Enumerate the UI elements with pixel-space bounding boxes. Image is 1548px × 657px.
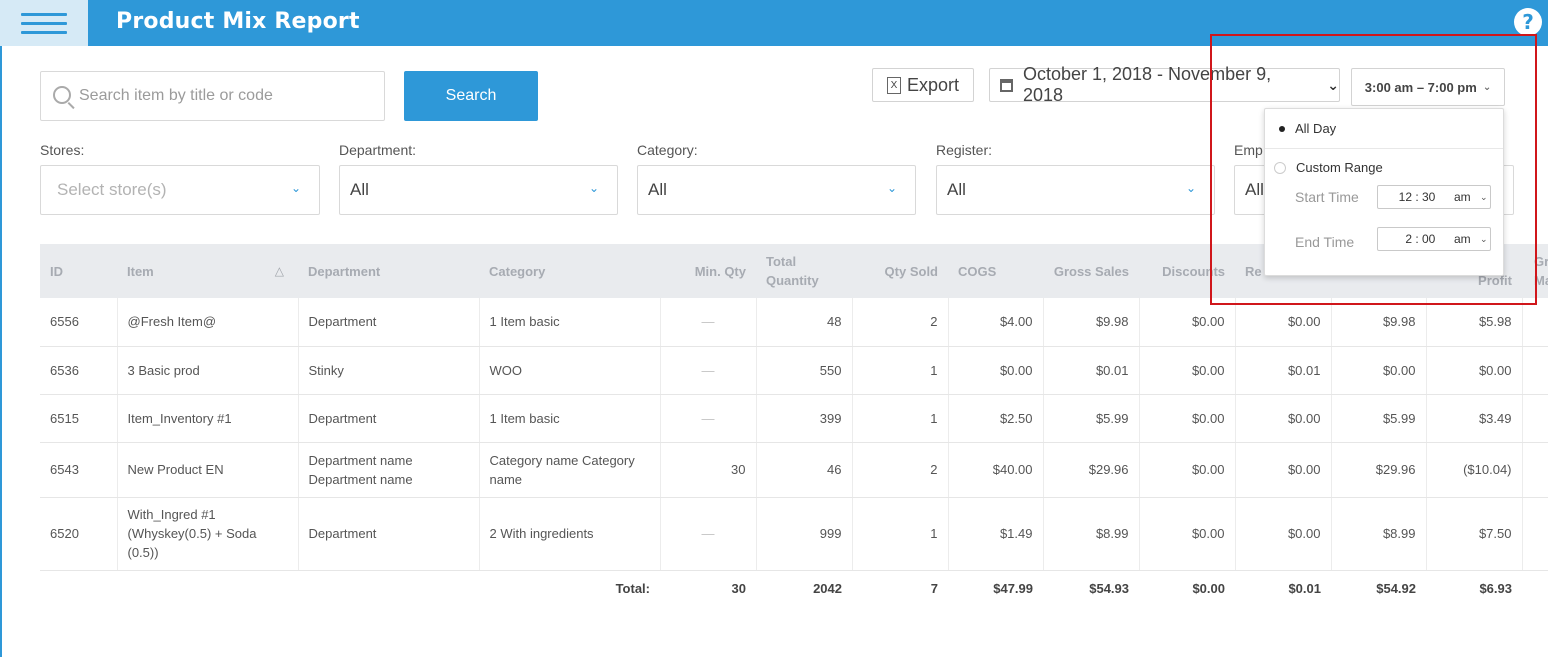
col-min-qty[interactable]: Min. Qty [660,244,756,298]
page-title: Product Mix Report [116,9,360,34]
date-range-picker[interactable]: October 1, 2018 - November 9, 2018 ⌄ [989,64,1340,105]
left-edge-accent [0,46,2,657]
question-circle-icon[interactable]: ? [1514,8,1542,36]
radio-unselected-icon [1274,161,1286,174]
chevron-down-icon: ⌄ [1185,181,1196,195]
table-total-row: Total: 30 2042 7 $47.99 $54.93 $0.00 $0.… [40,570,1548,606]
col-department[interactable]: Department [298,244,479,298]
col-cogs[interactable]: COGS [948,244,1043,298]
chevron-down-icon: ⌄ [1480,233,1488,244]
category-select[interactable]: All ⌄ [637,165,916,215]
table-row[interactable]: 6536 3 Basic prod Stinky WOO — 550 1 $0.… [40,346,1548,395]
department-label: Department: [339,142,417,158]
product-mix-table: ID Item △ Department Category Min. Qty To… [40,244,1548,606]
end-time-label: End Time [1295,234,1355,250]
time-range-dropdown: All Day Custom Range Start Time 12 : 30 … [1264,108,1504,276]
radio-selected-icon [1279,125,1285,132]
table-row[interactable]: 6543 New Product EN Department name Depa… [40,442,1548,498]
stores-select[interactable]: Select store(s) ⌄ [40,165,320,215]
register-value: All [947,180,966,199]
department-value: All [350,180,369,199]
calendar-icon [1000,78,1013,92]
custom-range-option[interactable]: Custom Range [1274,160,1383,175]
sort-triangle-icon[interactable]: △ [274,263,284,278]
department-select[interactable]: All ⌄ [339,165,618,215]
end-time-input[interactable]: 2 : 00 am ⌄ [1377,227,1491,251]
chevron-down-icon: ⌄ [1482,81,1492,93]
employee-label: Emp [1234,142,1263,158]
col-id[interactable]: ID [40,244,117,298]
table-header-row: ID Item △ Department Category Min. Qty To… [40,244,1548,298]
employee-value: All [1245,180,1264,199]
register-label: Register: [936,142,993,158]
col-qty-sold[interactable]: Qty Sold [852,244,948,298]
col-total-quantity[interactable]: Total Quantity [756,244,852,298]
category-label: Category: [637,142,698,158]
chevron-down-icon: ⌄ [1480,191,1488,202]
table-row[interactable]: 6520 With_Ingred #1 (Whyskey(0.5) + Soda… [40,497,1548,571]
col-gross-sales[interactable]: Gross Sales [1043,244,1139,298]
start-time-input[interactable]: 12 : 30 am ⌄ [1377,185,1491,209]
table-row[interactable]: 6556 @Fresh Item@ Department 1 Item basi… [40,298,1548,347]
hamburger-icon [21,12,67,16]
stores-label: Stores: [40,142,85,158]
time-range-label: 3:00 am – 7:00 pm [1364,79,1477,95]
export-button[interactable]: X Export [872,68,974,102]
chevron-down-icon: ⌄ [886,181,897,195]
col-item[interactable]: Item △ [117,244,298,298]
export-label: Export [906,74,960,95]
search-input[interactable] [79,72,379,120]
table-row[interactable]: 6515 Item_Inventory #1 Department 1 Item… [40,394,1548,443]
total-label: Total: [615,580,650,596]
search-field [40,71,385,121]
all-day-option[interactable]: All Day [1277,121,1336,136]
search-button[interactable]: Search [404,71,538,121]
col-category[interactable]: Category [479,244,660,298]
top-bar: Product Mix Report ? [0,0,1548,46]
chevron-down-icon: ⌄ [290,181,301,195]
register-select[interactable]: All ⌄ [936,165,1215,215]
chevron-down-icon: ⌄ [588,181,599,195]
chevron-down-icon: ⌄ [1327,76,1339,93]
col-discounts[interactable]: Discounts [1139,244,1235,298]
time-range-picker[interactable]: 3:00 am – 7:00 pm ⌄ [1351,68,1505,106]
stores-placeholder: Select store(s) [57,180,167,199]
hamburger-menu-button[interactable] [0,0,88,46]
search-icon [53,86,71,104]
excel-file-icon: X [886,76,901,94]
category-value: All [648,180,667,199]
date-range-label: October 1, 2018 - November 9, 2018 [1022,64,1272,105]
col-gross-margin[interactable]: Gr Ma [1522,244,1548,298]
start-time-label: Start Time [1295,189,1359,205]
